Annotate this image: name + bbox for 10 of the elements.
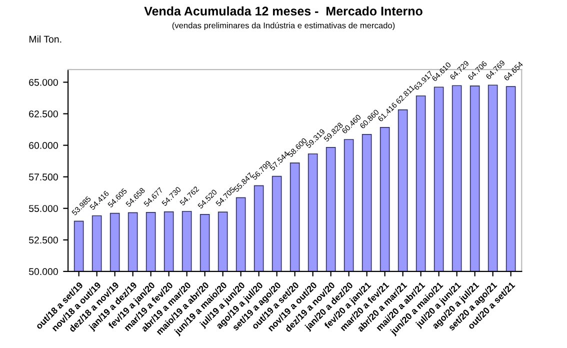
y-tick-label: 57.500 xyxy=(28,174,58,180)
y-tick-label: 60.000 xyxy=(29,142,58,149)
y-tick-label: 55.000 xyxy=(28,205,58,212)
y-tick-label: 50.000 xyxy=(28,268,58,276)
y-tick-label: 62.500 xyxy=(29,110,58,118)
chart-title: Venda Acumulada 12 meses - Mercado Interno xyxy=(144,6,422,16)
y-axis-title: Mil Ton. xyxy=(30,35,62,43)
chart-subtitle: (vendas preliminares da Indústria e estimativas de mercado) xyxy=(172,22,395,30)
y-tick-label: 52.500 xyxy=(28,236,58,244)
y-tick-label: 65.000 xyxy=(29,78,58,86)
